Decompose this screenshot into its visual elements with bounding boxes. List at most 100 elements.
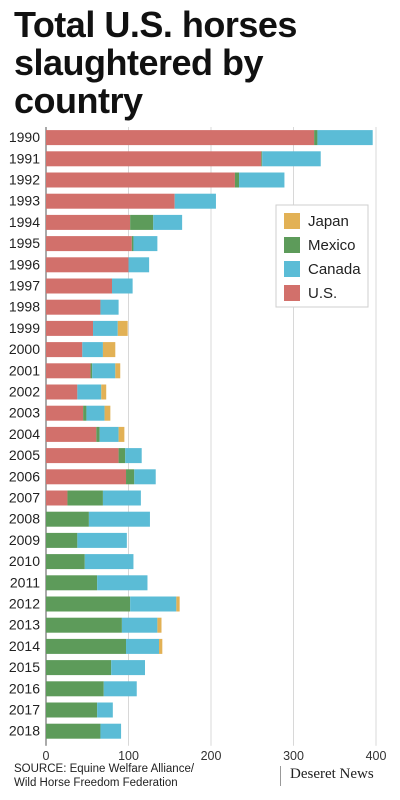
- bar-us-1995: U.S. 1995: 104: [46, 236, 132, 252]
- bar-mexico-2001: Mexico 2001: 2: [90, 363, 93, 379]
- year-label-1994: 1994: [9, 214, 40, 230]
- x-tick-label-400: 400: [366, 749, 387, 760]
- bar-canada-2006: Canada 2006: 26: [134, 469, 156, 485]
- bar-japan-2003: Japan 2003: 7: [104, 405, 111, 421]
- year-label-2007: 2007: [9, 490, 40, 506]
- bar-mexico-1990: Mexico 1990: 4: [314, 130, 318, 146]
- legend-swatch-japan: [284, 213, 300, 229]
- legend-label-mexico: Mexico: [308, 237, 356, 254]
- legend-label-us: U.S.: [308, 285, 337, 302]
- year-label-1997: 1997: [9, 278, 40, 294]
- bar-us-2004: U.S. 2004: 61: [46, 426, 97, 442]
- bars: U.S. 1990: 325Mexico 1990: 4Canada 1990:…: [46, 130, 373, 739]
- chart-title: Total U.S. horses slaughtered by country: [14, 4, 297, 121]
- year-label-1990: 1990: [9, 129, 40, 145]
- bar-mexico-2012: Mexico 2012: 102: [46, 596, 131, 612]
- bar-japan-2013: Japan 2013: 5: [157, 617, 162, 633]
- year-label-1996: 1996: [9, 256, 40, 272]
- year-label-2009: 2009: [9, 532, 40, 548]
- bar-mexico-1995: Mexico 1995: 2: [131, 236, 134, 252]
- brand-divider: [280, 766, 281, 786]
- bar-canada-2003: Canada 2003: 22: [86, 405, 105, 421]
- bar-canada-1991: Canada 1991: 71: [262, 151, 321, 167]
- bar-canada-2018: Canada 2018: 25: [100, 723, 122, 739]
- bar-mexico-1992: Mexico 1992: 5: [234, 172, 240, 188]
- bar-japan-2001: Japan 2001: 6: [115, 363, 121, 379]
- legend-label-japan: Japan: [308, 213, 349, 230]
- bar-us-1997: U.S. 1997: 80: [46, 278, 112, 294]
- bar-us-1996: U.S. 1996: 100: [46, 257, 129, 273]
- year-label-2011: 2011: [10, 574, 40, 590]
- bar-mexico-2003: Mexico 2003: 4: [83, 405, 87, 421]
- year-label-2010: 2010: [9, 553, 40, 569]
- bar-us-2001: U.S. 2001: 54: [46, 363, 91, 379]
- bar-mexico-2014: Mexico 2014: 97: [46, 638, 127, 654]
- x-tick-label-200: 200: [201, 749, 222, 760]
- year-label-2001: 2001: [9, 362, 40, 378]
- bar-mexico-2016: Mexico 2016: 70: [46, 681, 104, 697]
- stacked-bar-chart: U.S. 1990: 325Mexico 1990: 4Canada 1990:…: [9, 127, 387, 760]
- bar-canada-2012: Canada 2012: 56: [130, 596, 177, 612]
- bar-canada-1995: Canada 1995: 29: [133, 236, 158, 252]
- year-label-2004: 2004: [9, 426, 40, 442]
- bar-mexico-2008: Mexico 2008: 52: [46, 511, 89, 527]
- year-labels: 1990 1991 1992 1993 1994 1995 1996 1997 1998 1999…: [9, 129, 40, 739]
- bar-canada-2007: Canada 2007: 46: [102, 490, 141, 506]
- source-note: SOURCE: Equine Welfare Alliance/ Wild Ho…: [14, 763, 195, 789]
- bar-mexico-2005: Mexico 2005: 8: [118, 448, 126, 464]
- bar-japan-2000: Japan 2000: 15: [102, 342, 116, 358]
- year-label-2000: 2000: [9, 341, 40, 357]
- bar-us-1993: U.S. 1993: 156: [46, 193, 175, 209]
- bar-canada-1990: Canada 1990: 67: [317, 130, 373, 146]
- bar-mexico-2010: Mexico 2010: 47: [46, 554, 85, 570]
- legend-label-canada: Canada: [308, 261, 361, 278]
- bar-us-1994: U.S. 1994: 102: [46, 214, 131, 230]
- year-label-1999: 1999: [9, 320, 40, 336]
- bar-canada-2001: Canada 2001: 28: [92, 363, 116, 379]
- bar-mexico-2006: Mexico 2006: 10: [126, 469, 135, 485]
- bar-mexico-2011: Mexico 2011: 62: [46, 575, 98, 591]
- bar-mexico-2004: Mexico 2004: 4: [96, 426, 100, 442]
- year-label-2006: 2006: [9, 468, 40, 484]
- bar-japan-2014: Japan 2014: 4: [159, 638, 163, 654]
- year-label-2012: 2012: [9, 596, 40, 612]
- bar-canada-1994: Canada 1994: 35: [153, 214, 183, 230]
- bar-mexico-2017: Mexico 2017: 62: [46, 702, 98, 718]
- bar-canada-2013: Canada 2013: 43: [121, 617, 158, 633]
- bar-mexico-1994: Mexico 1994: 28: [130, 214, 154, 230]
- bar-canada-2010: Canada 2010: 59: [84, 554, 134, 570]
- year-label-1995: 1995: [9, 235, 40, 251]
- bar-us-1999: U.S. 1999: 57: [46, 320, 94, 336]
- year-label-2018: 2018: [9, 723, 40, 739]
- bar-canada-2009: Canada 2009: 60: [77, 532, 127, 548]
- year-label-1998: 1998: [9, 299, 40, 315]
- x-tick-label-0: 0: [43, 749, 50, 760]
- bar-us-2006: U.S. 2006: 97: [46, 469, 127, 485]
- bar-canada-2017: Canada 2017: 19: [97, 702, 113, 718]
- year-label-1993: 1993: [9, 193, 40, 209]
- year-label-2014: 2014: [9, 638, 40, 654]
- bar-mexico-2007: Mexico 2007: 43: [67, 490, 103, 506]
- legend-swatch-mexico: [284, 237, 300, 253]
- bar-canada-1998: Canada 1998: 22: [100, 299, 119, 315]
- x-axis: 0100200300400THOUSANDS: [43, 749, 387, 760]
- bar-us-1998: U.S. 1998: 66: [46, 299, 101, 315]
- bar-canada-2015: Canada 2015: 41: [111, 660, 145, 676]
- bar-canada-1997: Canada 1997: 25: [112, 278, 133, 294]
- bar-canada-1999: Canada 1999: 30: [93, 320, 118, 336]
- x-tick-label-300: 300: [283, 749, 304, 760]
- bar-us-2005: U.S. 2005: 88: [46, 448, 119, 464]
- bar-japan-2004: Japan 2004: 7: [118, 426, 125, 442]
- legend-swatch-us: [284, 285, 300, 301]
- bar-us-2000: U.S. 2000: 44: [46, 342, 83, 358]
- year-label-1991: 1991: [9, 150, 40, 166]
- bar-us-2003: U.S. 2003: 45: [46, 405, 84, 421]
- bar-us-1992: U.S. 1992: 229: [46, 172, 235, 188]
- publisher-logo-text: Deseret News: [290, 766, 374, 782]
- year-label-1992: 1992: [9, 172, 40, 188]
- bar-us-1990: U.S. 1990: 325: [46, 130, 315, 146]
- year-label-2005: 2005: [9, 447, 40, 463]
- year-label-2013: 2013: [9, 617, 40, 633]
- bar-canada-1996: Canada 1996: 25: [128, 257, 150, 273]
- bar-canada-2016: Canada 2016: 40: [103, 681, 137, 697]
